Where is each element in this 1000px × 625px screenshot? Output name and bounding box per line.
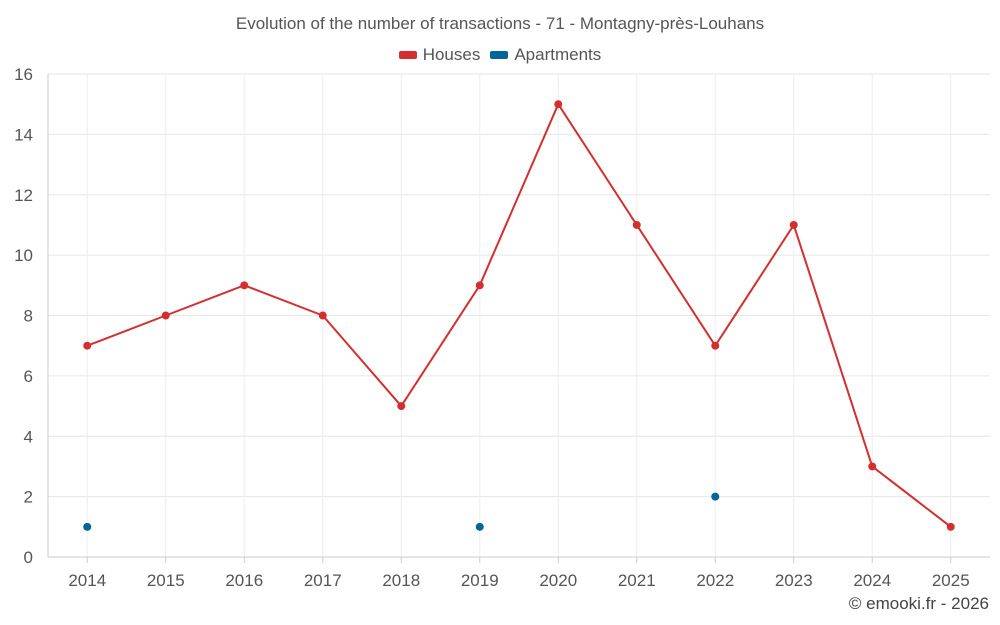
legend-item-apartments[interactable]: Apartments	[490, 45, 601, 65]
x-tick-label: 2017	[304, 571, 342, 590]
x-tick-label: 2019	[461, 571, 499, 590]
data-point-houses[interactable]	[318, 311, 327, 320]
y-tick-label: 16	[14, 65, 33, 84]
x-tick-label: 2021	[618, 571, 656, 590]
data-point-houses[interactable]	[83, 341, 92, 350]
y-tick-label: 12	[14, 186, 33, 205]
y-tick-label: 2	[24, 488, 33, 507]
legend: Houses Apartments	[0, 45, 1000, 65]
data-point-houses[interactable]	[789, 220, 798, 229]
legend-swatch-apartments	[490, 51, 509, 59]
x-tick-label: 2014	[68, 571, 106, 590]
data-point-apartments[interactable]	[711, 492, 720, 501]
data-point-houses[interactable]	[554, 100, 563, 109]
y-tick-label: 0	[24, 548, 33, 567]
chart-title: Evolution of the number of transactions …	[235, 14, 765, 33]
legend-swatch-houses	[398, 51, 417, 59]
legend-item-houses[interactable]: Houses	[398, 45, 481, 65]
y-tick-label: 8	[24, 307, 33, 326]
x-tick-label: 2023	[775, 571, 813, 590]
x-tick-label: 2015	[147, 571, 185, 590]
data-point-houses[interactable]	[397, 402, 406, 411]
legend-label-apartments: Apartments	[514, 45, 602, 64]
legend-label-houses: Houses	[422, 45, 481, 64]
x-tick-label: 2022	[696, 571, 734, 590]
y-tick-label: 10	[14, 246, 33, 265]
data-point-houses[interactable]	[240, 281, 249, 290]
data-point-houses[interactable]	[711, 341, 720, 350]
x-tick-label: 2020	[539, 571, 577, 590]
credit-text: © emooki.fr - 2026	[848, 594, 989, 613]
x-tick-label: 2016	[225, 571, 263, 590]
data-point-houses[interactable]	[632, 220, 641, 229]
y-tick-label: 6	[24, 367, 33, 386]
data-point-houses[interactable]	[475, 281, 484, 290]
data-point-houses[interactable]	[868, 462, 877, 471]
x-tick-label: 2024	[853, 571, 891, 590]
data-point-houses[interactable]	[946, 522, 955, 531]
x-tick-label: 2025	[932, 571, 970, 590]
data-point-houses[interactable]	[161, 311, 170, 320]
y-tick-label: 14	[14, 125, 33, 144]
data-point-apartments[interactable]	[475, 522, 484, 531]
y-tick-label: 4	[24, 427, 33, 446]
series-line-houses	[86, 103, 952, 528]
data-point-apartments[interactable]	[83, 522, 92, 531]
x-tick-label: 2018	[382, 571, 420, 590]
